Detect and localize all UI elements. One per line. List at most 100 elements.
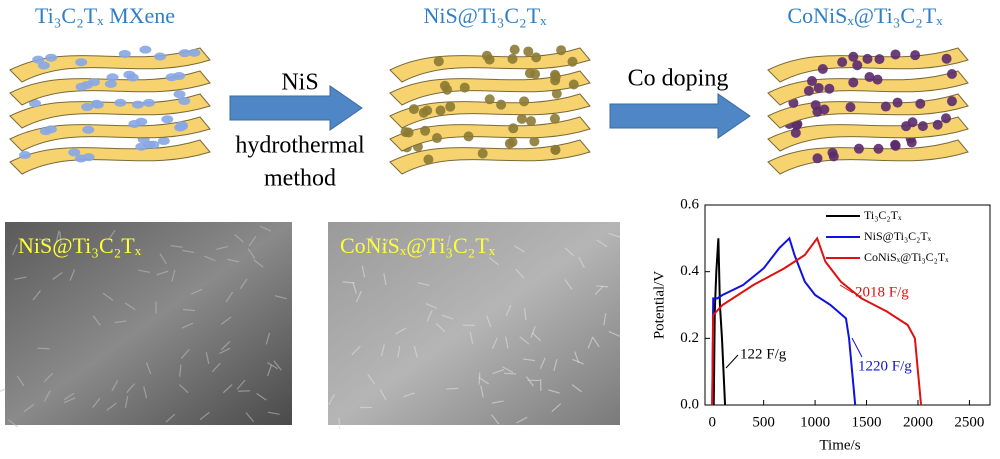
x-tick-label: 0 [708, 414, 716, 430]
texture-stroke [274, 295, 287, 300]
layer-sheet [9, 70, 211, 106]
texture-stroke [102, 292, 114, 301]
texture-stroke [43, 390, 51, 402]
particle [817, 64, 828, 75]
annotation: 2018 F/g [855, 284, 909, 300]
texture-stroke [486, 315, 492, 328]
illustrations [9, 44, 969, 175]
particle [531, 52, 542, 63]
particle [524, 68, 535, 79]
texture-stroke [352, 281, 357, 294]
x-tick-label: 2500 [954, 414, 984, 430]
texture-stroke [571, 384, 582, 393]
particle [915, 98, 926, 109]
texture-stroke [181, 322, 194, 329]
chart: Time/s Potential/V 0 500 1000 1500 2000 2500 0… [651, 196, 991, 453]
texture-stroke [553, 359, 558, 371]
particle [550, 71, 561, 82]
particle [37, 61, 50, 70]
texture-stroke [52, 271, 63, 281]
texture-stroke [382, 238, 389, 251]
particle [873, 143, 884, 154]
particle [90, 99, 103, 108]
texture-stroke [225, 291, 234, 303]
layer-sheet [9, 93, 211, 129]
texture-stroke [245, 412, 255, 423]
texture-stroke [107, 229, 116, 241]
particle [853, 143, 864, 154]
particle [19, 151, 32, 160]
texture-stroke [426, 310, 433, 322]
particle [813, 82, 824, 93]
texture-stroke [265, 332, 271, 345]
step-note: hydrothermal [235, 133, 365, 159]
particle [551, 88, 562, 99]
particle [516, 113, 527, 124]
texture-stroke [205, 351, 210, 364]
particle [188, 48, 201, 57]
texture-stroke [417, 281, 430, 286]
texture-stroke [505, 336, 509, 349]
annotation-arrow [851, 337, 863, 358]
texture-stroke [403, 392, 415, 398]
particle [45, 53, 58, 62]
particle [44, 125, 57, 134]
particle [812, 153, 823, 164]
texture-stroke [502, 366, 514, 374]
particle [941, 113, 952, 124]
layer-sheet [389, 116, 591, 152]
arrow [229, 85, 363, 131]
image-label: NiS@Ti₃C₂Tₓ [18, 233, 142, 258]
stage-label: CoNiSₓ@Ti₃C₂Tₓ [787, 3, 943, 28]
particle [157, 137, 170, 146]
particle [827, 147, 838, 158]
step-label: Co doping [628, 66, 729, 92]
particle [420, 125, 431, 136]
annotation: 122 F/g [740, 346, 787, 362]
particle [433, 56, 444, 67]
particle [507, 53, 518, 64]
particle [142, 98, 155, 107]
texture-stroke [179, 364, 182, 377]
particle [806, 76, 817, 87]
texture-stroke [182, 249, 195, 254]
particle [941, 53, 952, 64]
particle [508, 123, 519, 134]
texture-stroke [180, 349, 190, 359]
y-tick-label: 0.6 [680, 196, 699, 212]
texture-stroke [395, 327, 407, 335]
texture-stroke [519, 336, 530, 345]
texture-stroke [259, 225, 272, 232]
texture-stroke [514, 245, 525, 253]
x-tick-label: 1000 [800, 414, 830, 430]
layer-sheet [9, 139, 211, 175]
texture-stroke [159, 253, 167, 265]
plot-frame [704, 204, 991, 406]
texture-stroke [165, 413, 176, 423]
texture-stroke [539, 357, 546, 370]
particle [917, 121, 928, 132]
texture-stroke [12, 243, 18, 256]
particle [128, 119, 141, 128]
texture-stroke [55, 230, 60, 243]
texture-stroke [191, 288, 203, 295]
y-tick-label: 0.0 [680, 396, 699, 412]
particle [556, 45, 567, 56]
texture-stroke [236, 379, 246, 390]
layer-sheet [389, 139, 591, 175]
texture-stroke [218, 347, 231, 355]
particle [892, 97, 903, 108]
particle [135, 142, 148, 151]
texture-stroke [183, 308, 196, 312]
particle [82, 153, 95, 162]
particle [104, 79, 117, 88]
particle [28, 99, 41, 108]
texture-stroke [92, 397, 101, 409]
particle [161, 115, 174, 124]
texture-stroke [92, 315, 101, 326]
particle [459, 82, 470, 93]
series-line [711, 236, 857, 406]
particle [519, 96, 530, 107]
y-tick-label: 0.2 [680, 330, 699, 346]
texture-stroke [7, 419, 19, 428]
